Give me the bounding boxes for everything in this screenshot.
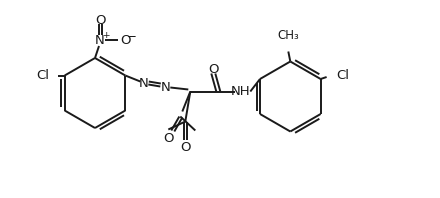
Text: O: O — [95, 13, 105, 27]
Text: Cl: Cl — [37, 69, 50, 82]
Text: O: O — [120, 33, 130, 47]
Text: Cl: Cl — [337, 69, 350, 82]
Text: N: N — [95, 33, 105, 47]
Text: −: − — [127, 30, 137, 43]
Text: O: O — [180, 141, 191, 154]
Text: N: N — [139, 77, 148, 90]
Text: O: O — [163, 132, 173, 145]
Text: O: O — [208, 63, 219, 76]
Text: N: N — [161, 81, 170, 94]
Text: +: + — [102, 30, 110, 39]
Text: NH: NH — [231, 85, 250, 98]
Text: CH₃: CH₃ — [278, 29, 299, 42]
